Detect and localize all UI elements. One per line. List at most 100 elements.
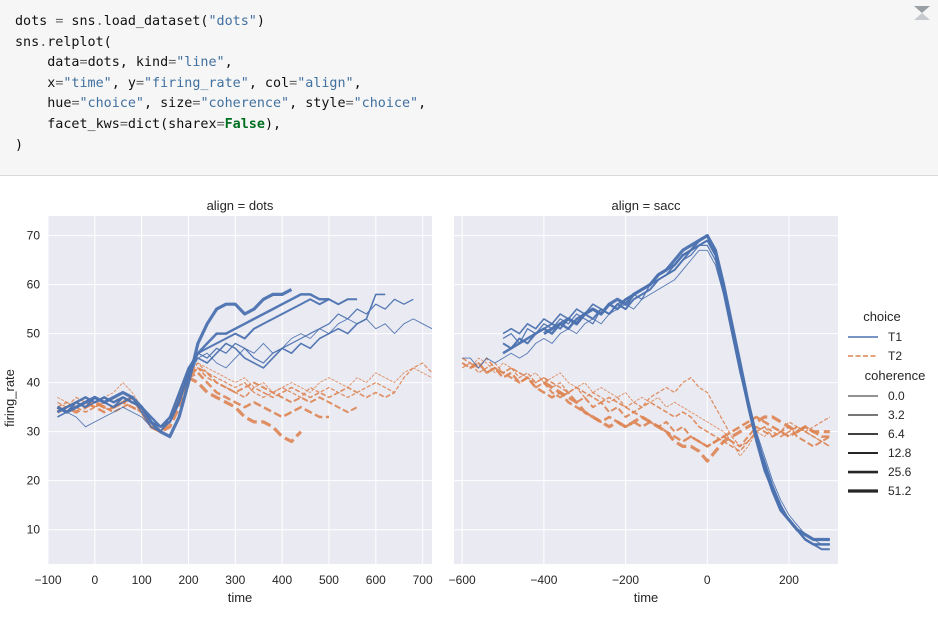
code-token: , [224, 55, 233, 71]
x-tick-label: 300 [225, 573, 245, 587]
code-token: , [353, 75, 362, 91]
tick-labels: −100 0 100 200 300 400 500 600 700 10 20 30 40 50 60 70 [27, 229, 433, 587]
y-tick-label: 70 [27, 229, 41, 243]
legend-size-label: 6.4 [888, 427, 905, 441]
code-cell: dots = sns.load_dataset("dots") sns.relp… [0, 0, 938, 176]
series-T2-coherence-0.0 [57, 362, 433, 428]
code-token: = [135, 75, 144, 91]
y-axis-label: firing_rate [2, 369, 17, 427]
series-T1-coherence-51.2 [543, 233, 830, 542]
code-token: = [55, 75, 64, 91]
code-token: "choice" [79, 96, 145, 112]
grid-lines [454, 216, 838, 564]
legend-size-label: 3.2 [888, 408, 905, 422]
code-listing: dots = sns.load_dataset("dots") sns.relp… [15, 12, 426, 156]
code-token: = [289, 75, 298, 91]
y-tick-label: 60 [27, 278, 41, 292]
legend-size-label: 0.0 [888, 389, 905, 403]
code-token: , size [144, 96, 193, 112]
code-token: ) [256, 14, 265, 29]
code-token: . [95, 14, 104, 29]
x-tick-label: 0 [704, 573, 711, 587]
code-token: hue [15, 96, 72, 112]
x-tick-label: −200 [612, 573, 639, 587]
series-T2-coherence-51.2 [56, 376, 303, 444]
legend-size-label: 51.2 [888, 484, 912, 498]
code-token: = [168, 55, 177, 71]
grid-lines [47, 216, 432, 564]
code-token: sns [63, 14, 96, 29]
code-token: , y [111, 75, 136, 91]
series-lines [56, 288, 433, 444]
copy-icon[interactable] [912, 4, 932, 22]
code-token: "coherence" [200, 96, 290, 112]
code-token: dots, kind [87, 55, 169, 71]
code-token: facet_kws [15, 116, 120, 132]
code-token: "time" [63, 75, 112, 91]
code-token: , [418, 96, 427, 112]
code-token: relplot( [47, 34, 112, 50]
code-token: = [71, 96, 80, 112]
code-token: sns [15, 34, 40, 50]
code-token: x [15, 75, 56, 91]
code-token: = [216, 116, 225, 132]
facet-background [454, 216, 838, 564]
facet-align-sacc: −600 −400 −200 0 200 align = sacc time [449, 198, 838, 605]
series-lines [461, 233, 831, 551]
code-token: ), [264, 116, 282, 132]
code-token: "dots" [208, 14, 257, 29]
legend-size-label: 25.6 [888, 465, 912, 479]
legend-label-T2: T2 [888, 349, 902, 363]
series-T2-coherence-12.8 [56, 366, 358, 433]
code-token: = [55, 14, 64, 29]
series-T2-coherence-6.4 [461, 357, 831, 453]
series-T1-coherence-0.0 [462, 249, 830, 545]
y-tick-label: 30 [27, 425, 41, 439]
facet-align-dots: −100 0 100 200 300 400 500 600 700 10 20 30 40 50 60 70… [27, 198, 433, 605]
x-axis-label: time [634, 590, 659, 605]
code-token: "align" [297, 75, 354, 91]
code-token: "line" [176, 55, 225, 71]
series-T1-coherence-51.2 [56, 288, 293, 439]
y-tick-label: 40 [27, 376, 41, 390]
x-tick-label: −400 [530, 573, 557, 587]
tick-labels: −600 −400 −200 0 200 [449, 573, 800, 587]
x-tick-label: −100 [34, 573, 61, 587]
series-T2-coherence-51.2 [543, 381, 830, 463]
legend-size-title: coherence [865, 368, 926, 383]
code-token: "firing_rate" [144, 75, 249, 91]
code-token: . [39, 34, 48, 50]
y-tick-label: 50 [27, 327, 41, 341]
code-token: , style [289, 96, 346, 112]
code-token: dict(sharex [127, 116, 217, 132]
y-tick-label: 20 [27, 474, 41, 488]
code-token: data [15, 55, 80, 71]
x-tick-label: 700 [413, 573, 433, 587]
code-token: = [119, 116, 128, 132]
code-token: "choice" [353, 96, 419, 112]
facet-title: align = dots [207, 198, 274, 213]
series-T1-coherence-12.8 [56, 298, 358, 428]
x-tick-label: 600 [366, 573, 386, 587]
code-token: = [345, 96, 354, 112]
code-token: dots [15, 14, 56, 29]
legend-hue-title: choice [863, 309, 901, 324]
code-token: = [79, 55, 88, 71]
code-token: = [192, 96, 201, 112]
legend-size-label: 12.8 [888, 446, 912, 460]
x-axis-label: time [228, 590, 253, 605]
x-tick-label: 0 [91, 573, 98, 587]
facet-title: align = sacc [611, 198, 681, 213]
code-token: False [224, 116, 265, 132]
x-tick-label: 200 [178, 573, 198, 587]
relplot-figure: firing_rate −100 0 100 200 300 400 500 600 70010… [2, 198, 925, 605]
x-tick-label: 400 [272, 573, 292, 587]
y-tick-label: 10 [27, 523, 41, 537]
code-token: ) [15, 137, 24, 153]
x-tick-label: −600 [449, 573, 476, 587]
code-token: load_dataset( [103, 14, 209, 29]
x-tick-label: 100 [132, 573, 152, 587]
legend: choice coherence T1 T2 0.0 3.2 6.4 12.8 25.6 51… [848, 309, 925, 498]
series-T2-coherence-25.6 [56, 371, 329, 433]
x-tick-label: 500 [319, 573, 339, 587]
